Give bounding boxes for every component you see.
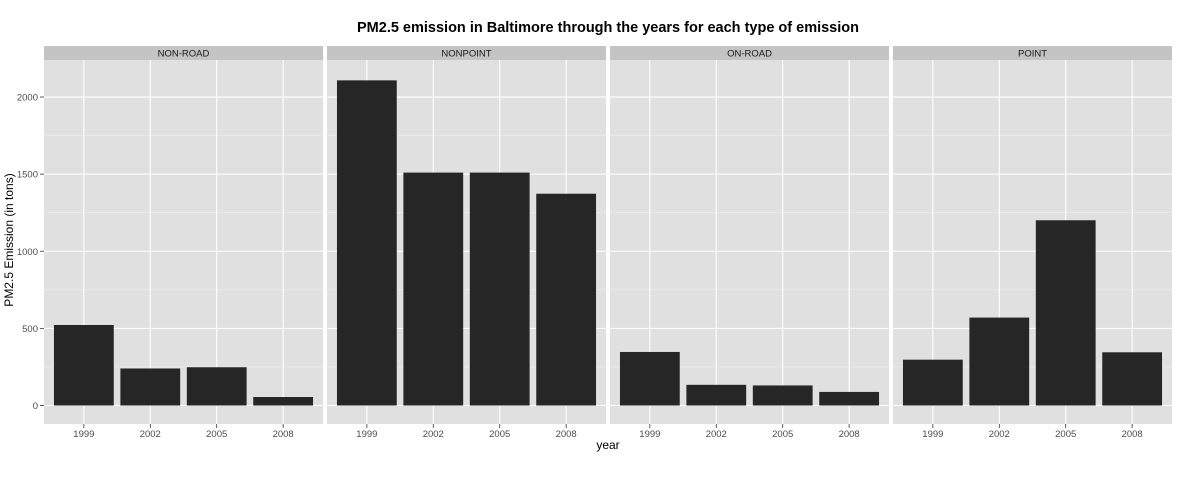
y-tick-label: 0: [33, 401, 38, 412]
x-tick-label: 2005: [206, 429, 227, 440]
facet-strip-label: NONPOINT: [441, 49, 491, 60]
x-tick-label: 2008: [556, 429, 577, 440]
bar-on-road-1999: [619, 351, 680, 406]
bar-on-road-2008: [819, 391, 880, 406]
facet-panel-nonpoint: NONPOINT 1999 2002 2005 2008: [327, 46, 606, 440]
bar-nonpoint-1999: [336, 80, 397, 406]
bar-point-2005: [1035, 220, 1096, 406]
facet-strip: [44, 46, 323, 60]
facet-panel-non-road: NON-ROAD 1999 2002 2005 2008: [44, 46, 323, 440]
bar-on-road-2005: [752, 385, 813, 406]
bar-nonpoint-2008: [536, 193, 597, 406]
x-tick-label: 2005: [1055, 429, 1076, 440]
x-tick-label: 2002: [706, 429, 727, 440]
x-tick-label: 1999: [639, 429, 660, 440]
facet-strip-label: POINT: [1018, 49, 1047, 60]
facet-strip-label: ON-ROAD: [727, 49, 772, 60]
y-axis: 0 500 1000 1500 2000: [17, 93, 44, 412]
y-axis-title: PM2.5 Emission (in tons): [2, 173, 16, 306]
facet-strip-label: NON-ROAD: [158, 49, 210, 60]
bar-point-2002: [969, 317, 1030, 406]
y-tick-label: 500: [22, 324, 38, 335]
x-tick-label: 1999: [356, 429, 377, 440]
facet-strip: [327, 46, 606, 60]
x-tick-label: 2008: [839, 429, 860, 440]
x-tick-label: 2008: [1122, 429, 1143, 440]
facet-panel-on-road: ON-ROAD 1999 2002 2005 2008: [610, 46, 889, 440]
bar-on-road-2002: [686, 384, 747, 406]
x-tick-label: 2005: [489, 429, 510, 440]
bar-non-road-1999: [53, 324, 114, 406]
chart-title: PM2.5 emission in Baltimore through the …: [357, 20, 859, 36]
x-tick-label: 1999: [73, 429, 94, 440]
x-tick-label: 2005: [772, 429, 793, 440]
x-axis-title: year: [596, 438, 619, 452]
bar-nonpoint-2002: [403, 172, 464, 406]
facet-panels: NON-ROAD 1999 2002 2005 2008 NONPOINT 1999 2002…: [44, 46, 1172, 440]
x-tick-label: 2002: [140, 429, 161, 440]
x-tick-label: 2008: [273, 429, 294, 440]
y-tick-label: 1000: [17, 247, 38, 258]
x-tick-label: 2002: [989, 429, 1010, 440]
facet-panel-point: POINT 1999 2002 2005 2008: [893, 46, 1172, 440]
bar-non-road-2002: [120, 368, 181, 406]
y-tick-label: 1500: [17, 170, 38, 181]
y-tick-label: 2000: [17, 93, 38, 104]
bar-non-road-2005: [186, 367, 247, 406]
facet-strip: [893, 46, 1172, 60]
x-tick-label: 2002: [423, 429, 444, 440]
bar-non-road-2008: [253, 397, 314, 406]
x-tick-label: 1999: [922, 429, 943, 440]
facet-strip: [610, 46, 889, 60]
bar-point-1999: [902, 359, 963, 406]
bar-nonpoint-2005: [469, 172, 530, 406]
bar-point-2008: [1102, 352, 1163, 406]
